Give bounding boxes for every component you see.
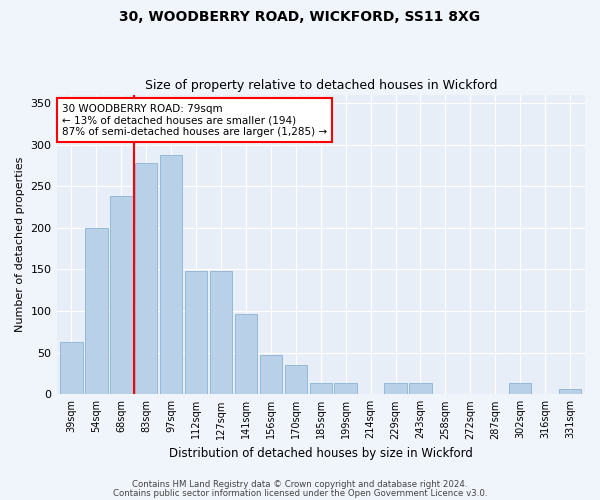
Bar (334, 384, 357, 394)
Title: Size of property relative to detached houses in Wickford: Size of property relative to detached ho… (145, 79, 497, 92)
Bar (210, 271, 232, 394)
Bar (235, 314, 257, 394)
Bar (310, 384, 332, 394)
Bar (185, 271, 208, 394)
Text: 30 WOODBERRY ROAD: 79sqm
← 13% of detached houses are smaller (194)
87% of semi-: 30 WOODBERRY ROAD: 79sqm ← 13% of detach… (62, 104, 327, 136)
Bar (385, 384, 407, 394)
Bar (559, 390, 581, 394)
Bar (409, 384, 431, 394)
Bar (284, 365, 307, 394)
Bar (260, 355, 282, 395)
Bar (60, 342, 83, 394)
Text: Contains HM Land Registry data © Crown copyright and database right 2024.: Contains HM Land Registry data © Crown c… (132, 480, 468, 489)
Bar (135, 163, 157, 394)
Text: 30, WOODBERRY ROAD, WICKFORD, SS11 8XG: 30, WOODBERRY ROAD, WICKFORD, SS11 8XG (119, 10, 481, 24)
Bar (160, 154, 182, 394)
X-axis label: Distribution of detached houses by size in Wickford: Distribution of detached houses by size … (169, 447, 473, 460)
Bar (85, 228, 107, 394)
Bar (110, 196, 133, 394)
Bar (509, 384, 532, 394)
Text: Contains public sector information licensed under the Open Government Licence v3: Contains public sector information licen… (113, 488, 487, 498)
Y-axis label: Number of detached properties: Number of detached properties (15, 156, 25, 332)
